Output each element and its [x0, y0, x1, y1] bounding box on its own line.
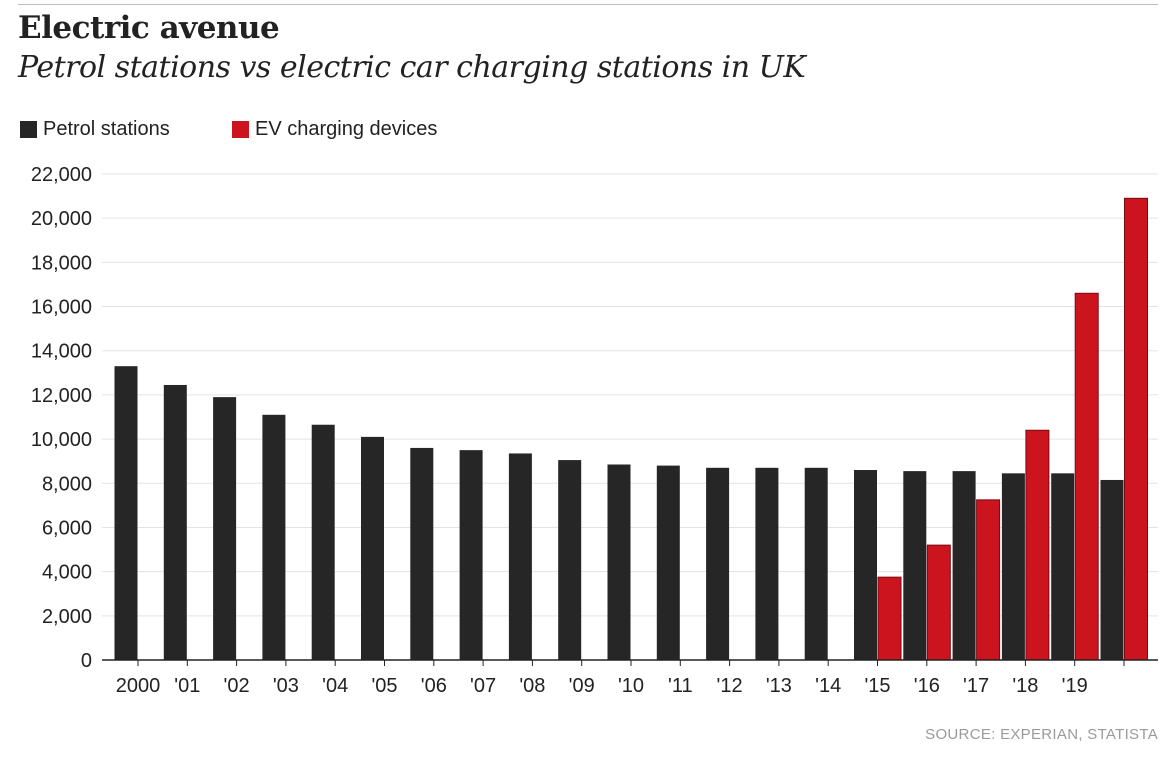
- bar-petrol: [656, 465, 680, 660]
- x-tick-label: '13: [766, 675, 792, 697]
- top-rule: [18, 4, 1158, 5]
- x-tick-label: '15: [864, 675, 890, 697]
- legend-label-petrol: Petrol stations: [43, 118, 170, 140]
- y-tick-label: 22,000: [31, 164, 92, 186]
- x-tick-label: '10: [618, 675, 644, 697]
- y-tick-label: 20,000: [31, 208, 92, 230]
- x-tick-label: '18: [1012, 675, 1038, 697]
- x-tick-label: '03: [273, 675, 299, 697]
- y-tick-label: 8,000: [42, 473, 92, 495]
- y-tick-label: 14,000: [31, 341, 92, 363]
- x-tick-label: '08: [519, 675, 545, 697]
- y-tick-label: 4,000: [42, 562, 92, 584]
- x-tick-label: '14: [815, 675, 841, 697]
- bar-ev: [926, 544, 951, 661]
- bar-petrol: [854, 470, 877, 660]
- x-tick-label: '02: [224, 675, 250, 697]
- bar-petrol: [410, 447, 434, 660]
- y-tick-label: 6,000: [42, 517, 92, 539]
- y-tick-label: 16,000: [31, 297, 92, 319]
- legend-item-ev: EV charging devices: [232, 118, 437, 141]
- x-tick-label: '07: [470, 675, 496, 697]
- bar-petrol: [706, 467, 730, 660]
- bar-ev: [1124, 197, 1148, 661]
- source-note: SOURCE: EXPERIAN, STATISTA: [925, 726, 1158, 743]
- bar-petrol: [1001, 473, 1025, 660]
- chart-subtitle: Petrol stations vs electric car charging…: [18, 50, 806, 85]
- bar-petrol: [1051, 473, 1075, 660]
- bar-petrol: [804, 467, 828, 660]
- bar-ev: [1025, 429, 1050, 661]
- bar-petrol: [903, 471, 927, 660]
- bar-petrol: [163, 384, 187, 660]
- bar-ev: [976, 499, 1001, 661]
- bar-petrol: [114, 366, 138, 660]
- bar-petrol: [361, 436, 384, 660]
- x-tick-label: '09: [569, 675, 595, 697]
- x-tick-label: '12: [717, 675, 743, 697]
- bar-petrol: [213, 397, 237, 660]
- x-tick-label: '19: [1062, 675, 1088, 697]
- bar-petrol: [607, 464, 631, 660]
- bar-ev: [1074, 292, 1099, 661]
- legend-label-ev: EV charging devices: [255, 118, 438, 140]
- y-tick-label: 0: [81, 650, 92, 672]
- y-tick-label: 12,000: [31, 385, 92, 407]
- bar-petrol: [1100, 479, 1124, 660]
- x-tick-label: 2000: [116, 675, 161, 697]
- x-tick-label: '11: [668, 675, 693, 697]
- bar-petrol: [755, 467, 779, 660]
- x-tick-label: '05: [371, 675, 397, 697]
- x-tick-label: '04: [322, 675, 348, 697]
- bar-petrol: [558, 460, 582, 660]
- x-tick-label: '01: [174, 675, 200, 697]
- bar-petrol: [262, 414, 286, 660]
- bar-petrol: [311, 424, 335, 660]
- bar-petrol: [459, 450, 483, 660]
- legend-item-petrol: Petrol stations: [20, 118, 170, 141]
- legend-swatch-ev: [232, 121, 249, 138]
- x-tick-label: '17: [963, 675, 989, 697]
- bar-petrol: [952, 471, 976, 660]
- y-tick-label: 2,000: [42, 606, 92, 628]
- bar-petrol: [508, 453, 532, 660]
- x-tick-label: '16: [914, 675, 940, 697]
- chart-title: Electric avenue: [18, 10, 280, 46]
- bar-ev: [877, 576, 902, 661]
- legend-swatch-petrol: [20, 121, 37, 138]
- y-tick-label: 10,000: [31, 429, 92, 451]
- y-tick-label: 18,000: [31, 252, 92, 274]
- x-tick-label: '06: [421, 675, 447, 697]
